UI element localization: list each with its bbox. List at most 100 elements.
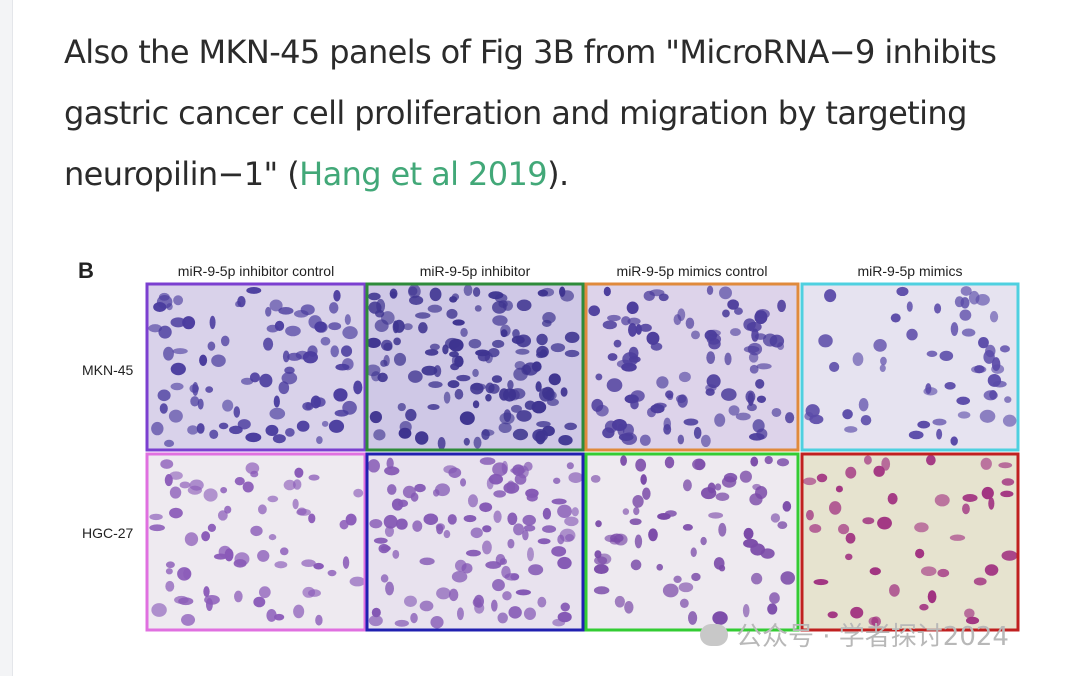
cell bbox=[809, 524, 822, 533]
cell bbox=[937, 568, 950, 578]
cell bbox=[316, 436, 323, 444]
cell bbox=[250, 525, 263, 537]
paragraph: Also the MKN-45 panels of Fig 3B from "M… bbox=[64, 22, 1024, 205]
cell bbox=[742, 603, 750, 618]
cell bbox=[220, 486, 228, 494]
cell bbox=[196, 423, 205, 434]
cell bbox=[391, 498, 404, 511]
cell bbox=[528, 564, 544, 576]
cell bbox=[459, 411, 475, 425]
cell bbox=[734, 307, 743, 315]
cell bbox=[714, 413, 726, 427]
cell bbox=[353, 380, 363, 395]
cell bbox=[498, 422, 512, 434]
cell bbox=[293, 310, 309, 318]
cell bbox=[607, 353, 618, 361]
cell bbox=[535, 430, 546, 445]
cell bbox=[481, 429, 495, 436]
cell bbox=[263, 337, 274, 351]
cell bbox=[209, 429, 219, 440]
cell bbox=[523, 524, 536, 532]
cell bbox=[515, 589, 531, 596]
cell bbox=[447, 514, 457, 525]
cell bbox=[492, 301, 507, 314]
cell bbox=[448, 338, 464, 352]
cell bbox=[151, 421, 164, 436]
cell bbox=[934, 303, 942, 314]
cell bbox=[906, 328, 918, 341]
cell bbox=[229, 425, 243, 435]
cell bbox=[743, 318, 756, 331]
cell bbox=[858, 398, 869, 412]
cell bbox=[879, 364, 886, 372]
cell bbox=[705, 388, 715, 396]
cell bbox=[818, 334, 833, 348]
cell bbox=[428, 381, 443, 388]
cell bbox=[218, 545, 232, 558]
cell bbox=[764, 455, 773, 465]
cell bbox=[333, 388, 348, 402]
cell bbox=[449, 351, 459, 358]
cell bbox=[743, 527, 754, 540]
cell bbox=[488, 291, 504, 300]
panel-border bbox=[145, 282, 367, 452]
figure: B miR-9-5p inhibitor control miR-9-5p inh… bbox=[78, 258, 1020, 632]
cell bbox=[177, 567, 192, 581]
cell bbox=[366, 337, 381, 349]
cell bbox=[446, 308, 458, 319]
cell bbox=[384, 466, 400, 476]
cell bbox=[265, 424, 279, 437]
cell bbox=[345, 513, 357, 526]
cell bbox=[172, 348, 188, 355]
wechat-icon bbox=[700, 623, 728, 646]
cell bbox=[915, 548, 925, 559]
cell bbox=[873, 338, 887, 352]
cell bbox=[513, 523, 525, 536]
cell bbox=[308, 589, 321, 597]
column-header: miR-9-5p inhibitor control bbox=[178, 263, 334, 279]
cell bbox=[564, 516, 579, 527]
cell bbox=[960, 297, 970, 309]
cell bbox=[936, 428, 943, 440]
cell bbox=[816, 473, 828, 483]
cell bbox=[280, 547, 289, 556]
cell bbox=[380, 311, 395, 325]
cell bbox=[267, 495, 279, 503]
cell bbox=[157, 389, 171, 402]
cell bbox=[386, 457, 394, 470]
citation-link[interactable]: Hang et al 2019 bbox=[299, 155, 548, 193]
cell bbox=[571, 507, 579, 517]
cell bbox=[507, 538, 515, 549]
cell bbox=[380, 339, 393, 351]
cell bbox=[566, 462, 574, 470]
panel-border bbox=[365, 282, 585, 452]
cell bbox=[430, 616, 444, 629]
cell bbox=[614, 595, 625, 608]
cell bbox=[557, 556, 572, 570]
column-header: miR-9-5p mimics control bbox=[617, 263, 768, 279]
cell bbox=[809, 414, 824, 425]
cell bbox=[201, 531, 211, 542]
cell bbox=[860, 415, 872, 426]
cell bbox=[630, 559, 642, 571]
cell bbox=[328, 419, 345, 433]
cell bbox=[756, 395, 767, 403]
cell bbox=[334, 409, 349, 417]
cell bbox=[838, 523, 850, 535]
cell bbox=[234, 552, 250, 566]
cell bbox=[329, 302, 339, 314]
cell bbox=[706, 285, 714, 296]
cell bbox=[565, 534, 575, 542]
cell bbox=[282, 350, 290, 363]
panel-border bbox=[584, 452, 800, 632]
cell bbox=[368, 615, 383, 627]
cell bbox=[729, 328, 741, 337]
cell bbox=[507, 380, 514, 390]
cell bbox=[621, 316, 631, 326]
cell bbox=[253, 596, 266, 608]
cell bbox=[602, 320, 617, 330]
cell bbox=[633, 507, 640, 516]
cell bbox=[501, 565, 511, 579]
cell bbox=[1001, 550, 1018, 561]
cell bbox=[510, 388, 526, 400]
